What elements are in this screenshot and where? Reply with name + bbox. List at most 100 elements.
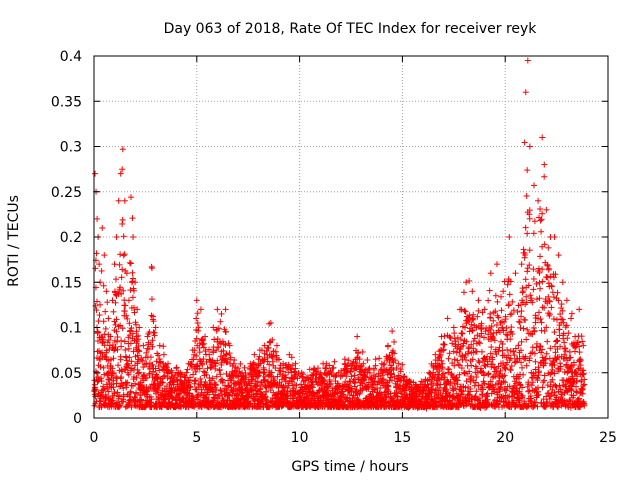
- data-point: [564, 335, 571, 342]
- data-point: [372, 362, 379, 369]
- data-point: [578, 390, 585, 397]
- data-point: [149, 343, 156, 350]
- data-point: [576, 349, 583, 356]
- data-point: [97, 356, 104, 363]
- data-point: [114, 338, 121, 345]
- data-point: [112, 276, 119, 283]
- data-point: [110, 370, 117, 377]
- data-point: [538, 228, 545, 235]
- data-point: [125, 371, 132, 378]
- data-point: [163, 364, 170, 371]
- data-point: [455, 361, 462, 368]
- data-point: [345, 357, 352, 364]
- data-point: [579, 338, 586, 345]
- data-point: [544, 338, 551, 345]
- data-point: [125, 297, 132, 304]
- data-point: [150, 318, 157, 325]
- data-point: [170, 379, 177, 386]
- data-point: [150, 368, 157, 375]
- y-tick-labels: 0 0.05 0.1 0.15 0.2 0.25 0.3 0.35 0.4: [51, 49, 82, 427]
- data-point: [156, 367, 163, 374]
- data-point: [98, 375, 105, 382]
- data-point: [214, 306, 221, 313]
- data-point: [121, 197, 128, 204]
- chart-title: Day 063 of 2018, Rate Of TEC Index for r…: [164, 21, 538, 37]
- x-axis-label: GPS time / hours: [291, 459, 408, 475]
- data-point: [518, 359, 525, 366]
- data-point: [473, 348, 480, 355]
- data-point: [120, 252, 127, 259]
- data-point: [120, 393, 127, 400]
- data-point: [126, 320, 133, 327]
- data-point: [469, 288, 476, 295]
- data-point: [110, 384, 117, 391]
- data-point: [563, 297, 570, 304]
- data-point: [341, 356, 348, 363]
- data-point: [117, 375, 124, 382]
- data-point: [522, 317, 529, 324]
- data-point: [217, 318, 224, 325]
- data-point: [466, 277, 473, 284]
- data-point: [273, 342, 280, 349]
- data-point: [119, 220, 126, 227]
- data-point: [93, 298, 100, 305]
- data-point: [537, 253, 544, 260]
- data-point: [113, 316, 120, 323]
- data-point: [127, 260, 134, 267]
- data-point: [389, 328, 396, 335]
- data-point: [128, 358, 135, 365]
- data-point: [111, 261, 118, 268]
- data-point: [523, 293, 530, 300]
- data-point: [524, 268, 531, 275]
- data-point: [103, 381, 110, 388]
- data-point: [568, 310, 575, 317]
- data-point: [109, 365, 116, 372]
- data-point: [517, 324, 524, 331]
- data-point: [554, 289, 561, 296]
- data-point: [458, 330, 465, 337]
- data-point: [512, 270, 519, 277]
- data-point: [186, 390, 193, 397]
- data-point: [101, 386, 108, 393]
- data-point: [114, 346, 121, 353]
- data-point: [559, 316, 566, 323]
- data-point: [96, 312, 103, 319]
- data-point: [117, 284, 124, 291]
- data-point: [185, 379, 192, 386]
- data-point: [97, 398, 104, 405]
- data-point: [134, 352, 141, 359]
- data-point: [490, 309, 497, 316]
- data-point: [494, 298, 501, 305]
- data-point: [537, 285, 544, 292]
- data-point: [99, 224, 106, 231]
- data-point: [468, 362, 475, 369]
- data-point: [105, 388, 112, 395]
- data-point: [459, 330, 466, 337]
- data-point: [130, 287, 137, 294]
- data-point: [541, 173, 548, 180]
- data-point: [92, 170, 99, 177]
- data-point: [331, 358, 338, 365]
- data-point: [566, 348, 573, 355]
- data-point: [522, 89, 529, 96]
- data-point: [508, 363, 515, 370]
- data-point: [135, 332, 142, 339]
- data-point: [463, 279, 470, 286]
- data-point: [119, 166, 126, 173]
- data-point: [130, 374, 137, 381]
- data-point: [129, 330, 136, 337]
- data-point: [111, 390, 118, 397]
- data-point: [526, 262, 533, 269]
- data-point: [530, 324, 537, 331]
- data-point: [151, 332, 158, 339]
- data-point: [127, 388, 134, 395]
- data-point: [475, 307, 482, 314]
- data-point: [380, 361, 387, 368]
- data-point: [576, 306, 583, 313]
- data-point: [117, 170, 124, 177]
- data-point: [155, 363, 162, 370]
- data-points: [91, 57, 588, 412]
- data-point: [194, 310, 201, 317]
- data-point: [578, 333, 585, 340]
